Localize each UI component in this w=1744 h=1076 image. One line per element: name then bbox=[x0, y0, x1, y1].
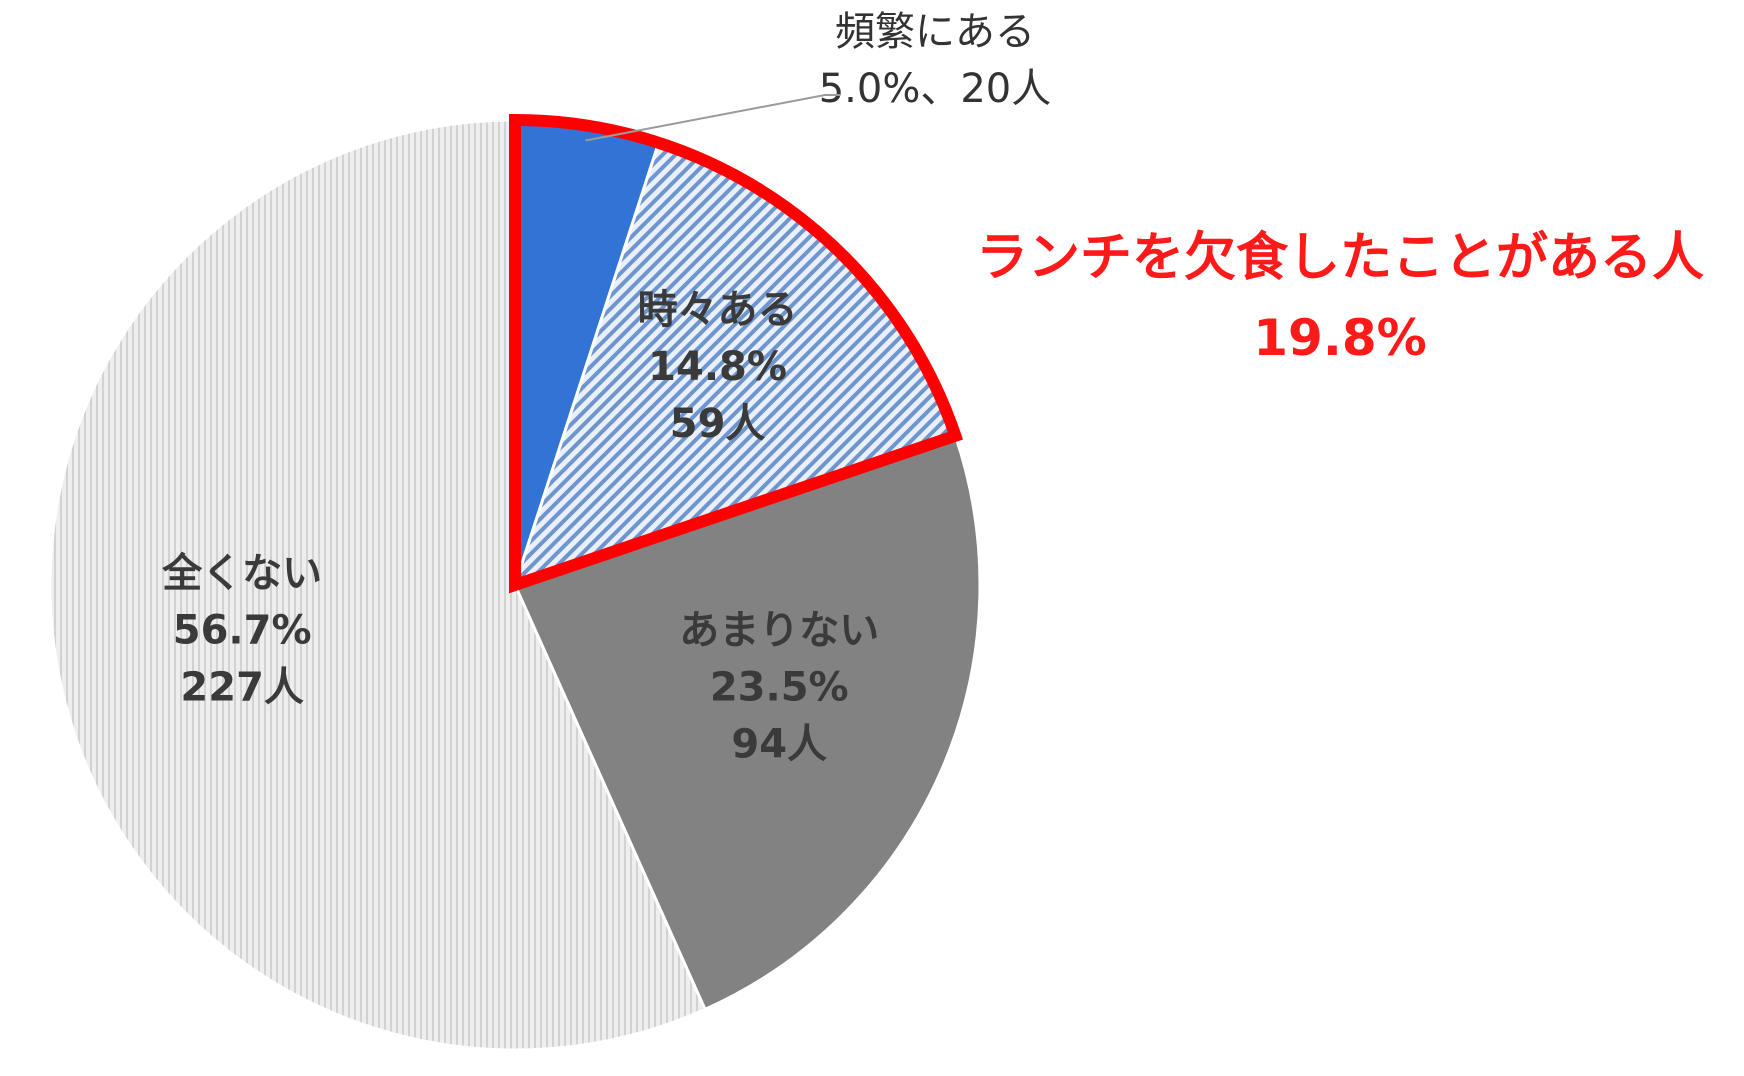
slice-label-1: 頻繁にある bbox=[835, 9, 1035, 55]
pie-slice-4 bbox=[48, 118, 708, 1052]
pie-slices bbox=[48, 118, 982, 1052]
slice-label-2: 時々ある bbox=[638, 287, 798, 333]
slice-percent-2: 14.8% bbox=[648, 344, 787, 390]
slice-percent-3: 23.5% bbox=[710, 664, 849, 710]
pie-slice-3 bbox=[512, 433, 982, 1012]
highlight-label: ランチを欠食したことがある人 bbox=[976, 228, 1704, 288]
slice-label-4: 全くない bbox=[161, 550, 322, 596]
highlight-callout: ランチを欠食したことがある人 19.8% bbox=[976, 228, 1704, 367]
slice-value-1: 5.0%、20人 bbox=[819, 66, 1052, 112]
highlight-value: 19.8% bbox=[1253, 309, 1426, 367]
slice-label-3: あまりない bbox=[679, 607, 879, 653]
slice-count-3: 94人 bbox=[731, 721, 827, 767]
highlight-group bbox=[509, 113, 964, 594]
slice-percent-4: 56.7% bbox=[173, 607, 312, 653]
highlight-outline bbox=[509, 113, 964, 594]
leader-line bbox=[585, 94, 840, 142]
slice-count-2: 59人 bbox=[670, 401, 766, 447]
slice-count-4: 227人 bbox=[180, 664, 304, 710]
